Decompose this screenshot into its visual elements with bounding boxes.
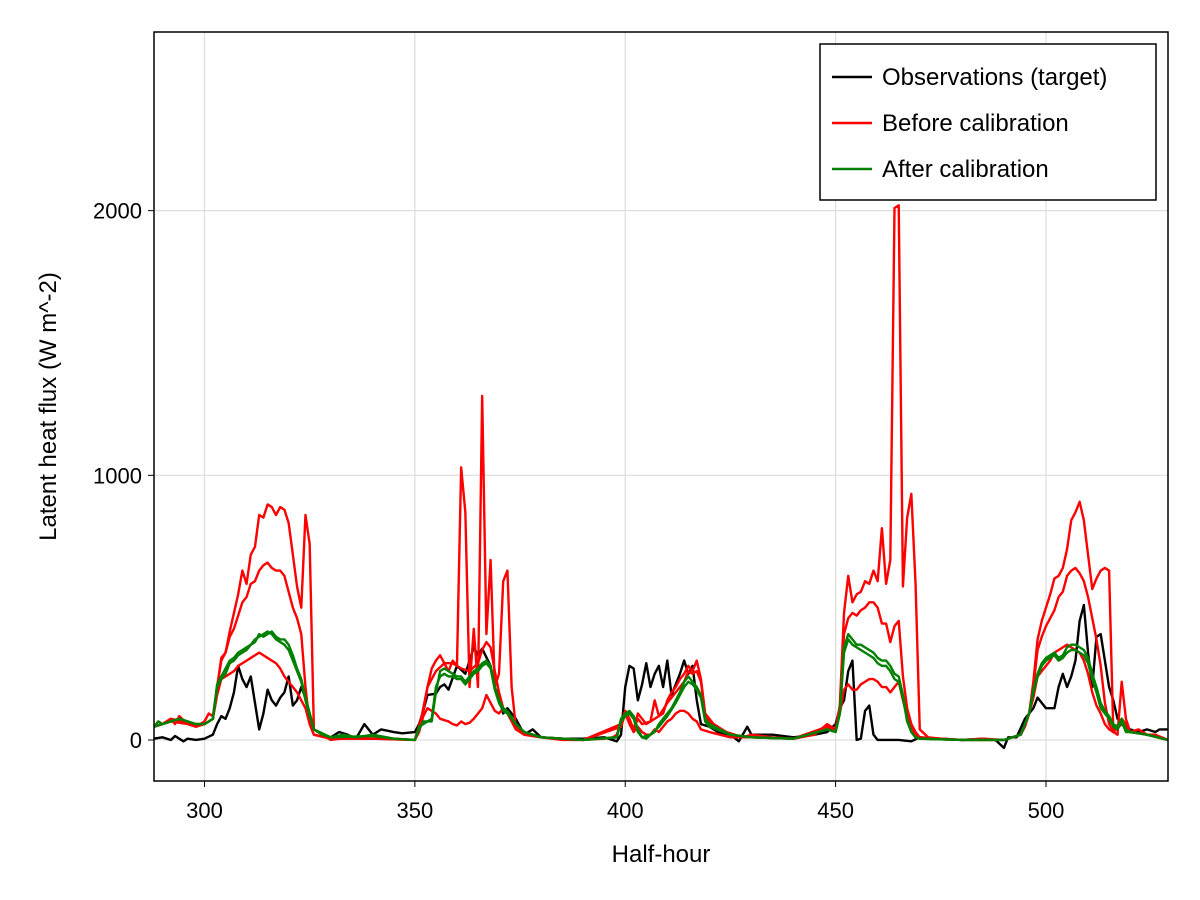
legend-label: After calibration xyxy=(882,156,1049,183)
legend-items: Observations (target) Before calibration A… xyxy=(832,64,1107,183)
x-tick-label: 400 xyxy=(607,798,644,823)
x-tick-label: 350 xyxy=(397,798,434,823)
x-tick-label: 500 xyxy=(1028,798,1065,823)
ticks: 300 350 400 450 500 0 1000 2000 xyxy=(93,199,1064,823)
legend: Observations (target) Before calibration A… xyxy=(819,43,1157,201)
x-tick-label: 300 xyxy=(186,798,223,823)
series-layer xyxy=(154,204,1168,750)
legend-label: Before calibration xyxy=(882,110,1069,137)
y-tick-label: 1000 xyxy=(93,463,142,488)
y-tick-label: 2000 xyxy=(93,199,142,224)
series-line-2 xyxy=(154,561,1168,742)
series-line-5 xyxy=(154,630,1168,742)
plot-frame xyxy=(153,31,1169,782)
x-tick-label: 450 xyxy=(817,798,854,823)
series-line-1 xyxy=(154,204,1168,742)
legend-box xyxy=(819,43,1157,201)
series-line-0 xyxy=(154,603,1168,750)
x-axis-label: Half-hour xyxy=(612,841,711,868)
y-axis-label: Latent heat flux (W m^-2) xyxy=(35,272,62,541)
y-tick-label: 0 xyxy=(130,728,142,753)
legend-label: Observations (target) xyxy=(882,64,1107,91)
